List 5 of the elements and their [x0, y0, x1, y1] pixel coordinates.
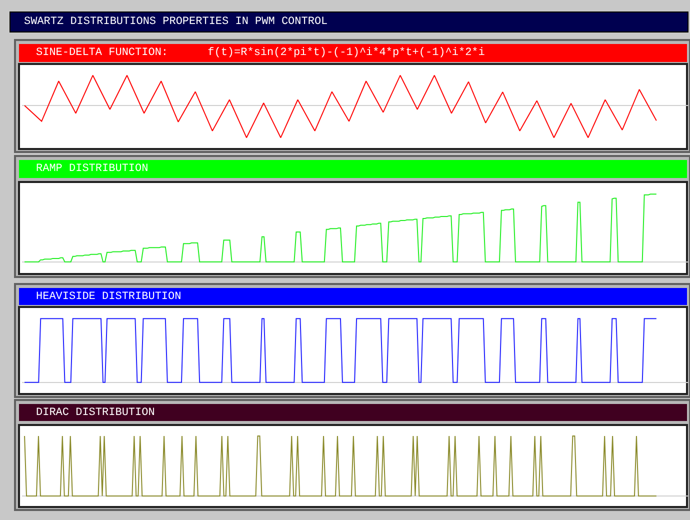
chart-title: SWARTZ DISTRIBUTIONS PROPERTIES IN PWM CONTROL — [24, 16, 328, 28]
chart-title: RAMP DISTRIBUTION — [36, 163, 148, 175]
chart-subtitle: SINE-DELTA FUNCTION: f(t)=R*sin(2*pi*t)-(-1)^i*4*p*t+(-1)^i*2*i — [36, 47, 486, 59]
chart-title: HEAVISIDE DISTRIBUTION — [36, 291, 182, 303]
chart-title: DIRAC DISTRIBUTION — [36, 407, 155, 419]
